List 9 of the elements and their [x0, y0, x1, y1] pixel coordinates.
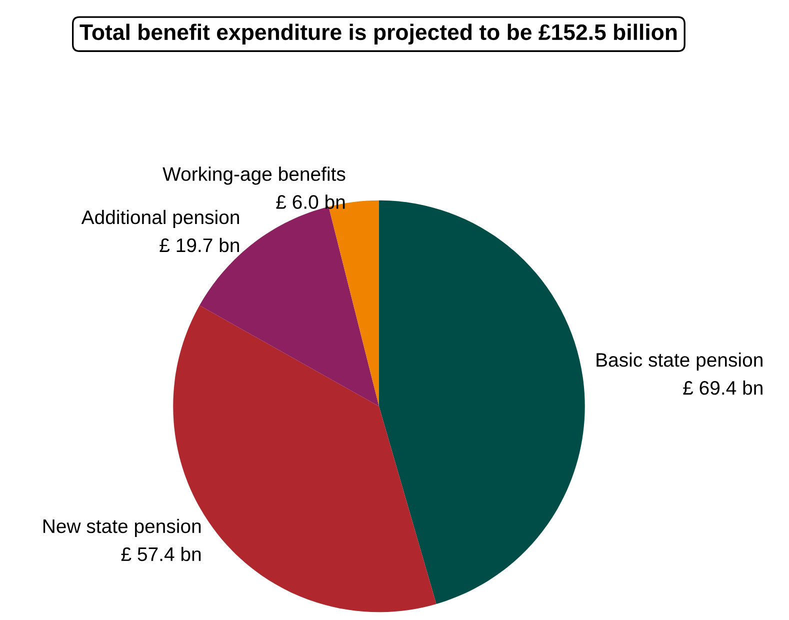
- slice-label: Basic state pension: [596, 352, 762, 371]
- data-label: £ 69.4 bn: [683, 380, 762, 395]
- pie-slice: [379, 200, 585, 604]
- data-label: £ 57.4 bn: [121, 546, 201, 562]
- slice-label: Working-age benefits: [162, 166, 346, 185]
- data-label: £ 19.7 bn: [160, 238, 239, 252]
- slice-label: New state pension: [43, 518, 201, 537]
- slice-label: Additional pension: [81, 210, 239, 228]
- chart-title: Total benefit expenditure is projected to be £152.5 billion: [80, 24, 677, 44]
